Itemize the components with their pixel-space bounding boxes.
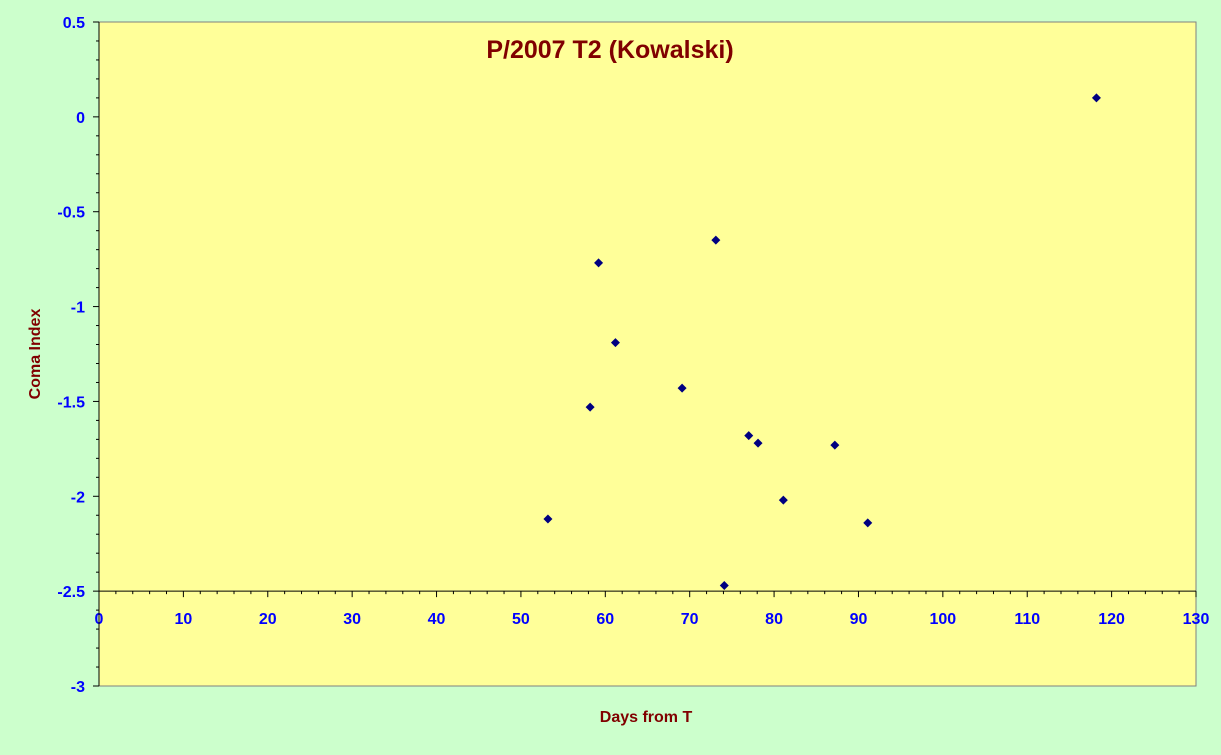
data-point <box>744 431 754 441</box>
data-point <box>594 258 604 268</box>
y-tick-label: -2 <box>71 489 85 506</box>
x-tick-label: 120 <box>1098 611 1125 628</box>
x-tick-label: 90 <box>850 611 868 628</box>
x-tick-label: 50 <box>512 611 530 628</box>
x-axis-ticks: 0 10 20 30 40 50 60 70 80 90 100 110 120 130 <box>95 591 1210 628</box>
data-point <box>610 338 620 348</box>
data-point <box>677 383 687 393</box>
plot-area <box>98 21 1197 687</box>
data-point <box>863 518 873 528</box>
x-tick-label: 130 <box>1183 611 1210 628</box>
data-point <box>543 514 553 524</box>
y-tick-label: -3 <box>71 679 85 696</box>
y-tick-label: -1.5 <box>57 394 85 411</box>
data-point <box>711 235 721 245</box>
y-tick-label: 0 <box>76 110 85 127</box>
x-tick-label: 110 <box>1014 611 1040 628</box>
x-tick-label: 20 <box>259 611 277 628</box>
x-tick-label: 40 <box>428 611 446 628</box>
x-tick-label: 100 <box>929 611 956 628</box>
data-point <box>830 440 840 450</box>
x-tick-label: 30 <box>343 611 361 628</box>
y-tick-label: -0.5 <box>57 205 85 222</box>
x-tick-label: 60 <box>596 611 614 628</box>
y-tick-label: -1 <box>71 300 85 317</box>
data-point <box>585 402 595 412</box>
y-axis-label: Coma Index <box>27 309 44 400</box>
chart-title: P/2007 T2 (Kowalski) <box>486 36 733 64</box>
data-point <box>753 438 763 448</box>
data-point <box>1091 93 1101 103</box>
y-axis-ticks: 0.5 0 -0.5 -1 -1.5 -2 -2.5 -3 <box>57 15 99 696</box>
x-tick-label: 80 <box>765 611 783 628</box>
x-tick-label: 70 <box>681 611 699 628</box>
x-tick-label: 10 <box>174 611 192 628</box>
data-point <box>778 495 788 505</box>
data-point <box>719 580 729 590</box>
data-points <box>543 93 1101 590</box>
x-axis-label: Days from T <box>600 709 693 726</box>
y-tick-label: -2.5 <box>57 584 85 601</box>
y-tick-label: 0.5 <box>63 15 85 32</box>
